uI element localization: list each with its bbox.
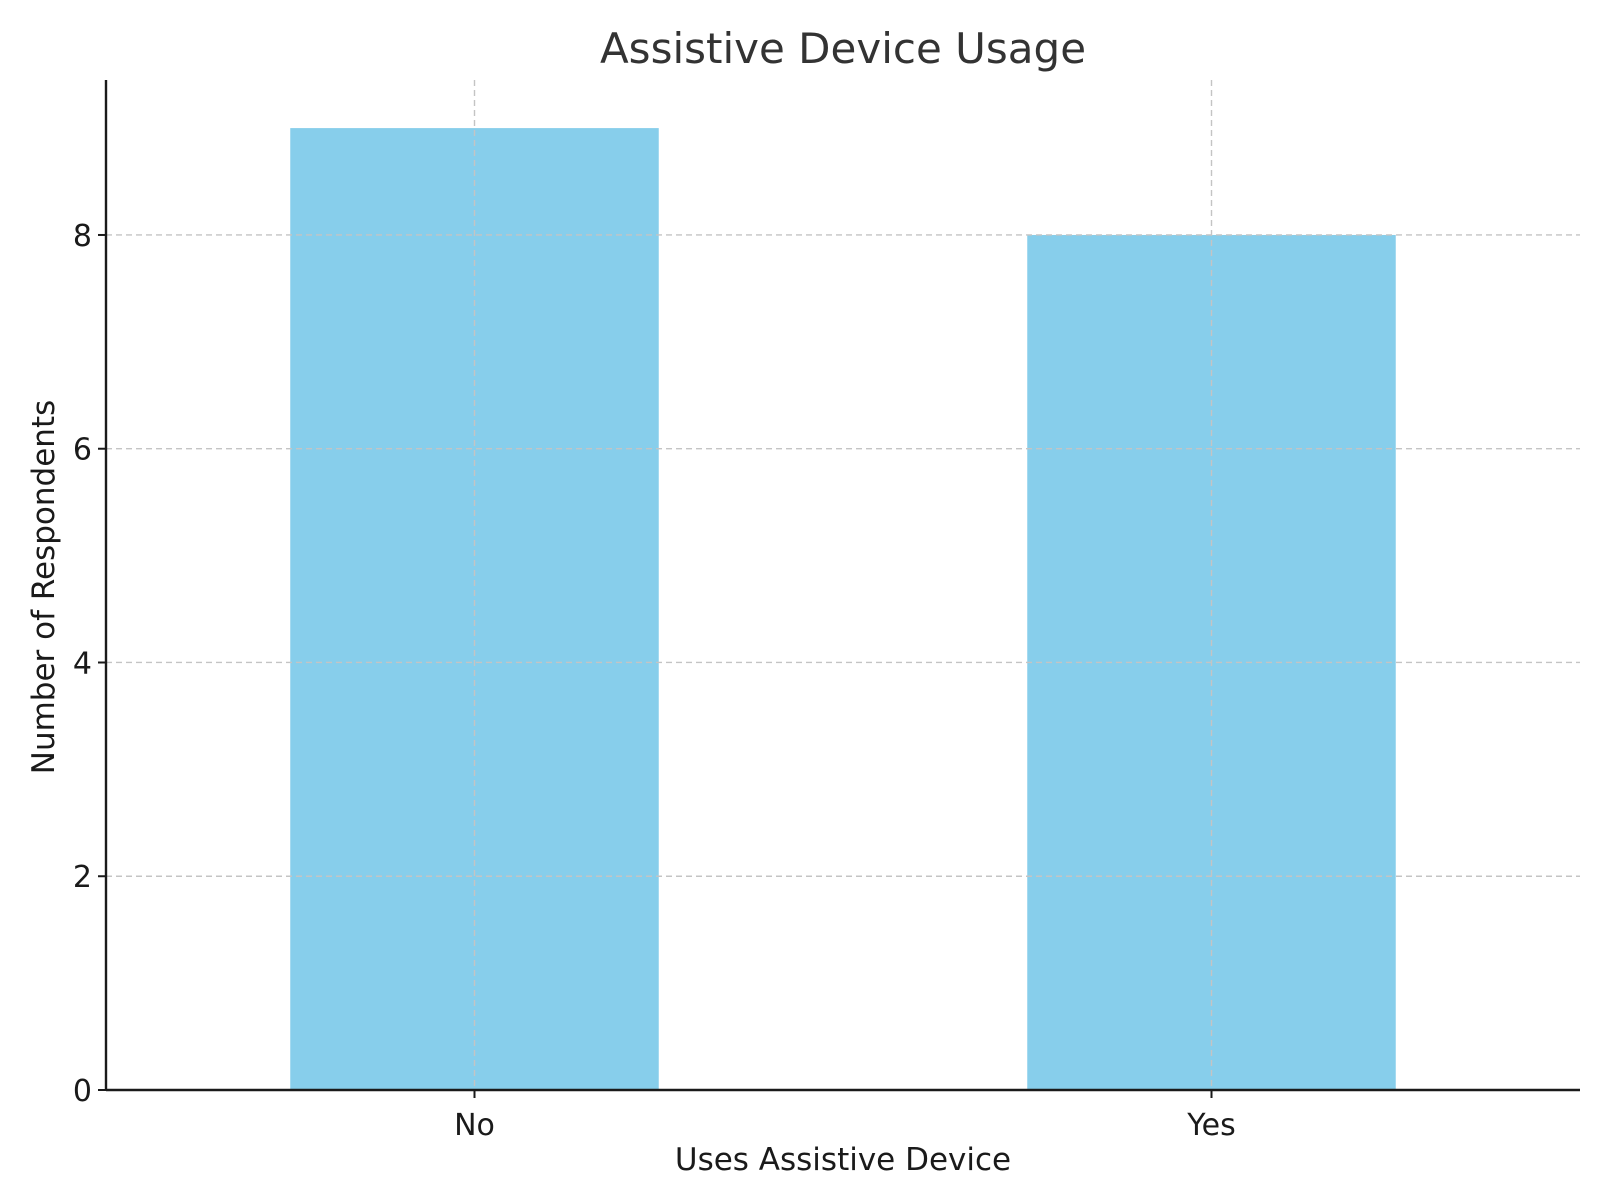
chart-title: Assistive Device Usage (600, 24, 1086, 73)
y-tick-label: 6 (73, 433, 92, 468)
x-tick-label: No (454, 1108, 495, 1143)
bar-no (290, 128, 659, 1091)
bars (290, 128, 1396, 1091)
x-axis-ticks: No Yes (454, 1090, 1236, 1143)
x-axis-label: Uses Assistive Device (675, 1142, 1011, 1178)
x-tick-label: Yes (1186, 1108, 1235, 1143)
y-axis-label: Number of Respondents (26, 400, 62, 774)
y-axis-ticks: 0 2 4 6 8 (73, 219, 106, 1109)
y-tick-label: 2 (73, 860, 92, 895)
y-tick-label: 0 (73, 1074, 92, 1109)
y-tick-label: 4 (73, 646, 92, 681)
y-gridlines (106, 234, 1580, 877)
y-tick-label: 8 (73, 219, 92, 254)
x-gridlines (473, 80, 1213, 1090)
